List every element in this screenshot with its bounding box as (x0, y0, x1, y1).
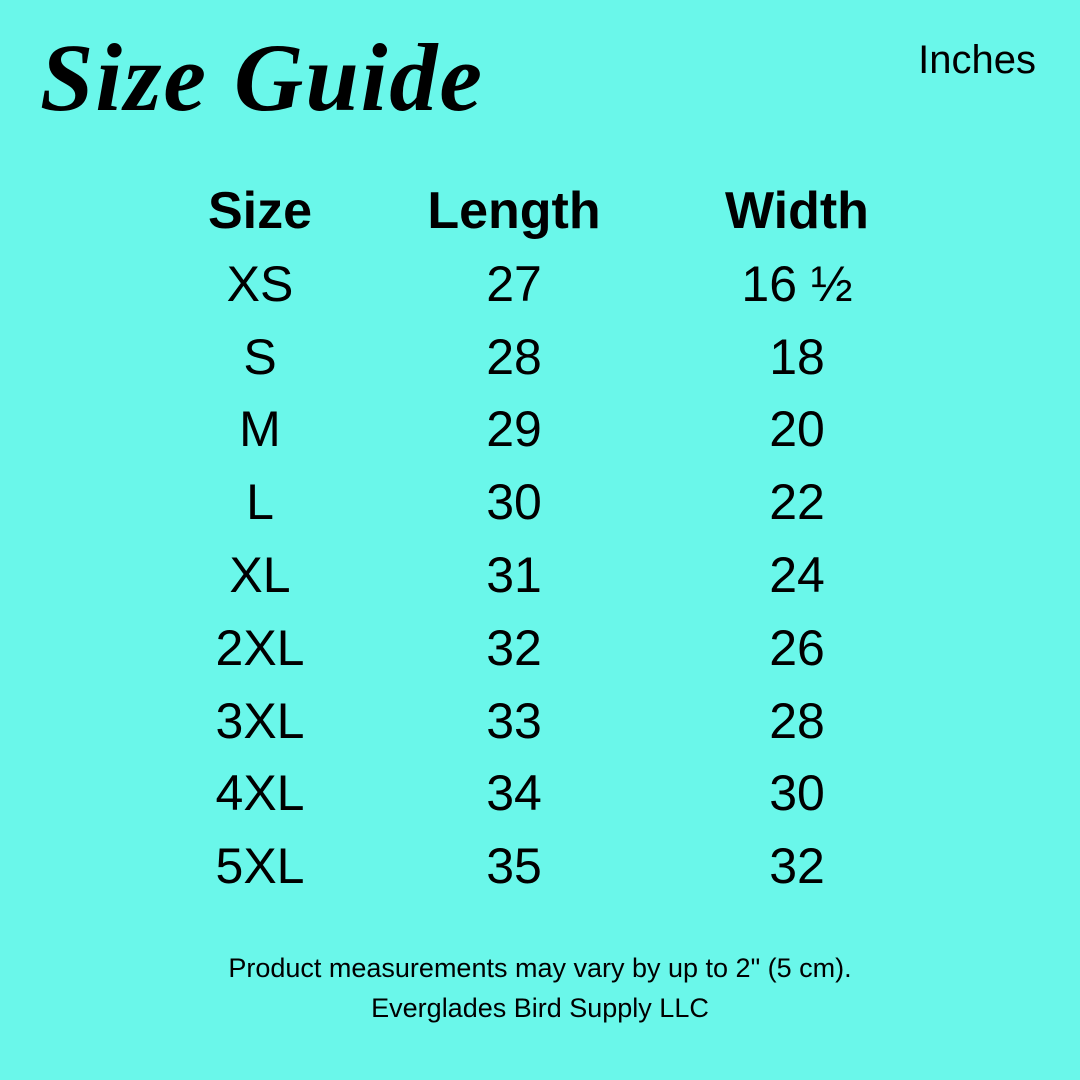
table-row: XL 31 24 (0, 539, 1080, 612)
cell-length: 29 (486, 401, 542, 458)
table-row: M 29 20 (0, 393, 1080, 466)
cell-width: 28 (769, 692, 825, 749)
size-table: Size Length Width XS 27 16 ½ S 28 18 M 29 20 L 30 2… (0, 175, 1080, 903)
cell-width: 22 (769, 474, 825, 531)
page-title: Size Guide (40, 24, 485, 131)
table-row: S 28 18 (0, 321, 1080, 394)
cell-width: 24 (769, 546, 825, 603)
table-row: 5XL 35 32 (0, 830, 1080, 903)
cell-length: 30 (486, 474, 542, 531)
cell-size: L (246, 474, 274, 531)
cell-size: 5XL (215, 838, 305, 895)
cell-size: S (243, 328, 277, 385)
company-name: Everglades Bird Supply LLC (371, 993, 709, 1023)
cell-width: 16 ½ (741, 255, 853, 312)
cell-length: 35 (486, 838, 542, 895)
cell-length: 27 (486, 255, 542, 312)
cell-length: 31 (486, 546, 542, 603)
cell-size: 3XL (215, 692, 305, 749)
header-width: Width (725, 182, 869, 240)
table-row: XS 27 16 ½ (0, 248, 1080, 321)
cell-size: 4XL (215, 765, 305, 822)
disclaimer-note: Product measurements may vary by up to 2… (228, 953, 852, 983)
cell-size: 2XL (215, 619, 305, 676)
cell-width: 18 (769, 328, 825, 385)
cell-size: M (239, 401, 281, 458)
cell-width: 32 (769, 838, 825, 895)
footer: Product measurements may vary by up to 2… (0, 948, 1080, 1028)
header-size: Size (207, 182, 313, 240)
cell-width: 26 (769, 619, 825, 676)
cell-width: 30 (769, 765, 825, 822)
table-header: Size Length Width (0, 175, 1080, 248)
cell-length: 34 (486, 765, 542, 822)
cell-length: 32 (486, 619, 542, 676)
cell-size: XL (229, 546, 291, 603)
table-row: L 30 22 (0, 466, 1080, 539)
table-row: 2XL 32 26 (0, 612, 1080, 685)
header-length: Length (427, 182, 601, 240)
unit-label: Inches (918, 38, 1036, 82)
cell-size: XS (226, 255, 294, 312)
table-row: 3XL 33 28 (0, 685, 1080, 758)
cell-width: 20 (769, 401, 825, 458)
table-row: 4XL 34 30 (0, 757, 1080, 830)
cell-length: 33 (486, 692, 542, 749)
cell-length: 28 (486, 328, 542, 385)
